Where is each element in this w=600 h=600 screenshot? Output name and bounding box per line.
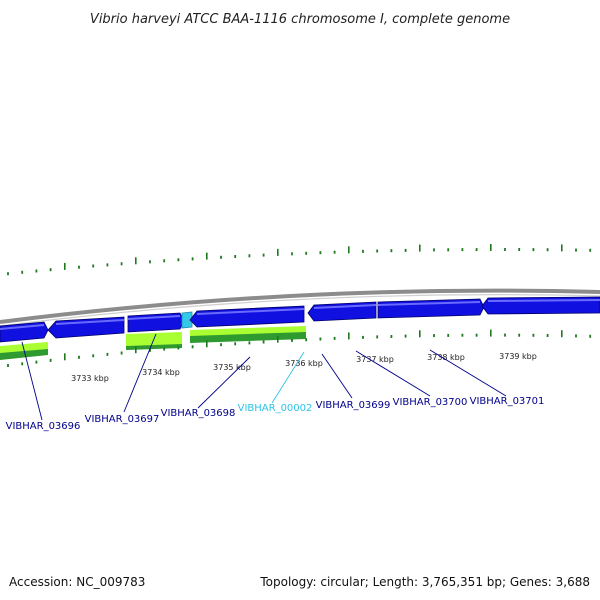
accession-text: Accession: NC_009783 (9, 575, 145, 589)
topology-summary: Topology: circular; Length: 3,765,351 bp… (259, 575, 590, 589)
gene-gloss (0, 299, 600, 330)
scale-label: 3733 kbp (71, 374, 109, 383)
tick-ring-top (7, 244, 592, 276)
feature-block-1-dark (0, 349, 48, 360)
gene-label-03698[interactable]: VIBHAR_03698 (161, 408, 236, 419)
gene-labels: VIBHAR_03696 VIBHAR_03697 VIBHAR_03698 V… (6, 396, 545, 432)
backbone-inner (0, 294, 600, 327)
scale-label: 3736 kbp (285, 359, 323, 368)
gene-arrow-00002[interactable] (181, 311, 193, 329)
leader-line (321, 353, 353, 399)
scale-label: 3734 kbp (142, 368, 180, 377)
gene-track (0, 296, 600, 343)
leader-line (21, 341, 43, 421)
leader-line (271, 351, 305, 404)
leader-line (355, 350, 431, 397)
leader-line (197, 356, 251, 409)
leader-lines (21, 333, 507, 421)
gene-arrow-03696[interactable] (47, 316, 125, 339)
backbone-outer (0, 288, 600, 324)
feature-block-3-dark (190, 332, 306, 343)
map-title: Vibrio harveyi ATCC BAA-1116 chromosome … (90, 12, 510, 27)
gene-label-03701[interactable]: VIBHAR_03701 (470, 396, 545, 407)
gene-label-03699[interactable]: VIBHAR_03699 (316, 400, 391, 411)
leader-line (123, 333, 157, 413)
feature-block-2-dark (126, 344, 182, 350)
scale-labels: 3733 kbp 3734 kbp 3735 kbp 3736 kbp 3737… (71, 352, 537, 383)
scale-label: 3738 kbp (427, 353, 465, 362)
gene-label-03700[interactable]: VIBHAR_03700 (393, 397, 468, 408)
leader-line (429, 349, 507, 397)
gene-label-03696[interactable]: VIBHAR_03696 (6, 421, 81, 432)
scale-label: 3735 kbp (213, 363, 251, 372)
tick-ring-bottom (7, 329, 592, 367)
gene-label-00002[interactable]: VIBHAR_00002 (238, 403, 313, 414)
feature-block-3 (190, 326, 306, 337)
gene-label-03697[interactable]: VIBHAR_03697 (85, 414, 160, 425)
scale-label: 3739 kbp (499, 352, 537, 361)
scale-label: 3737 kbp (356, 355, 394, 364)
